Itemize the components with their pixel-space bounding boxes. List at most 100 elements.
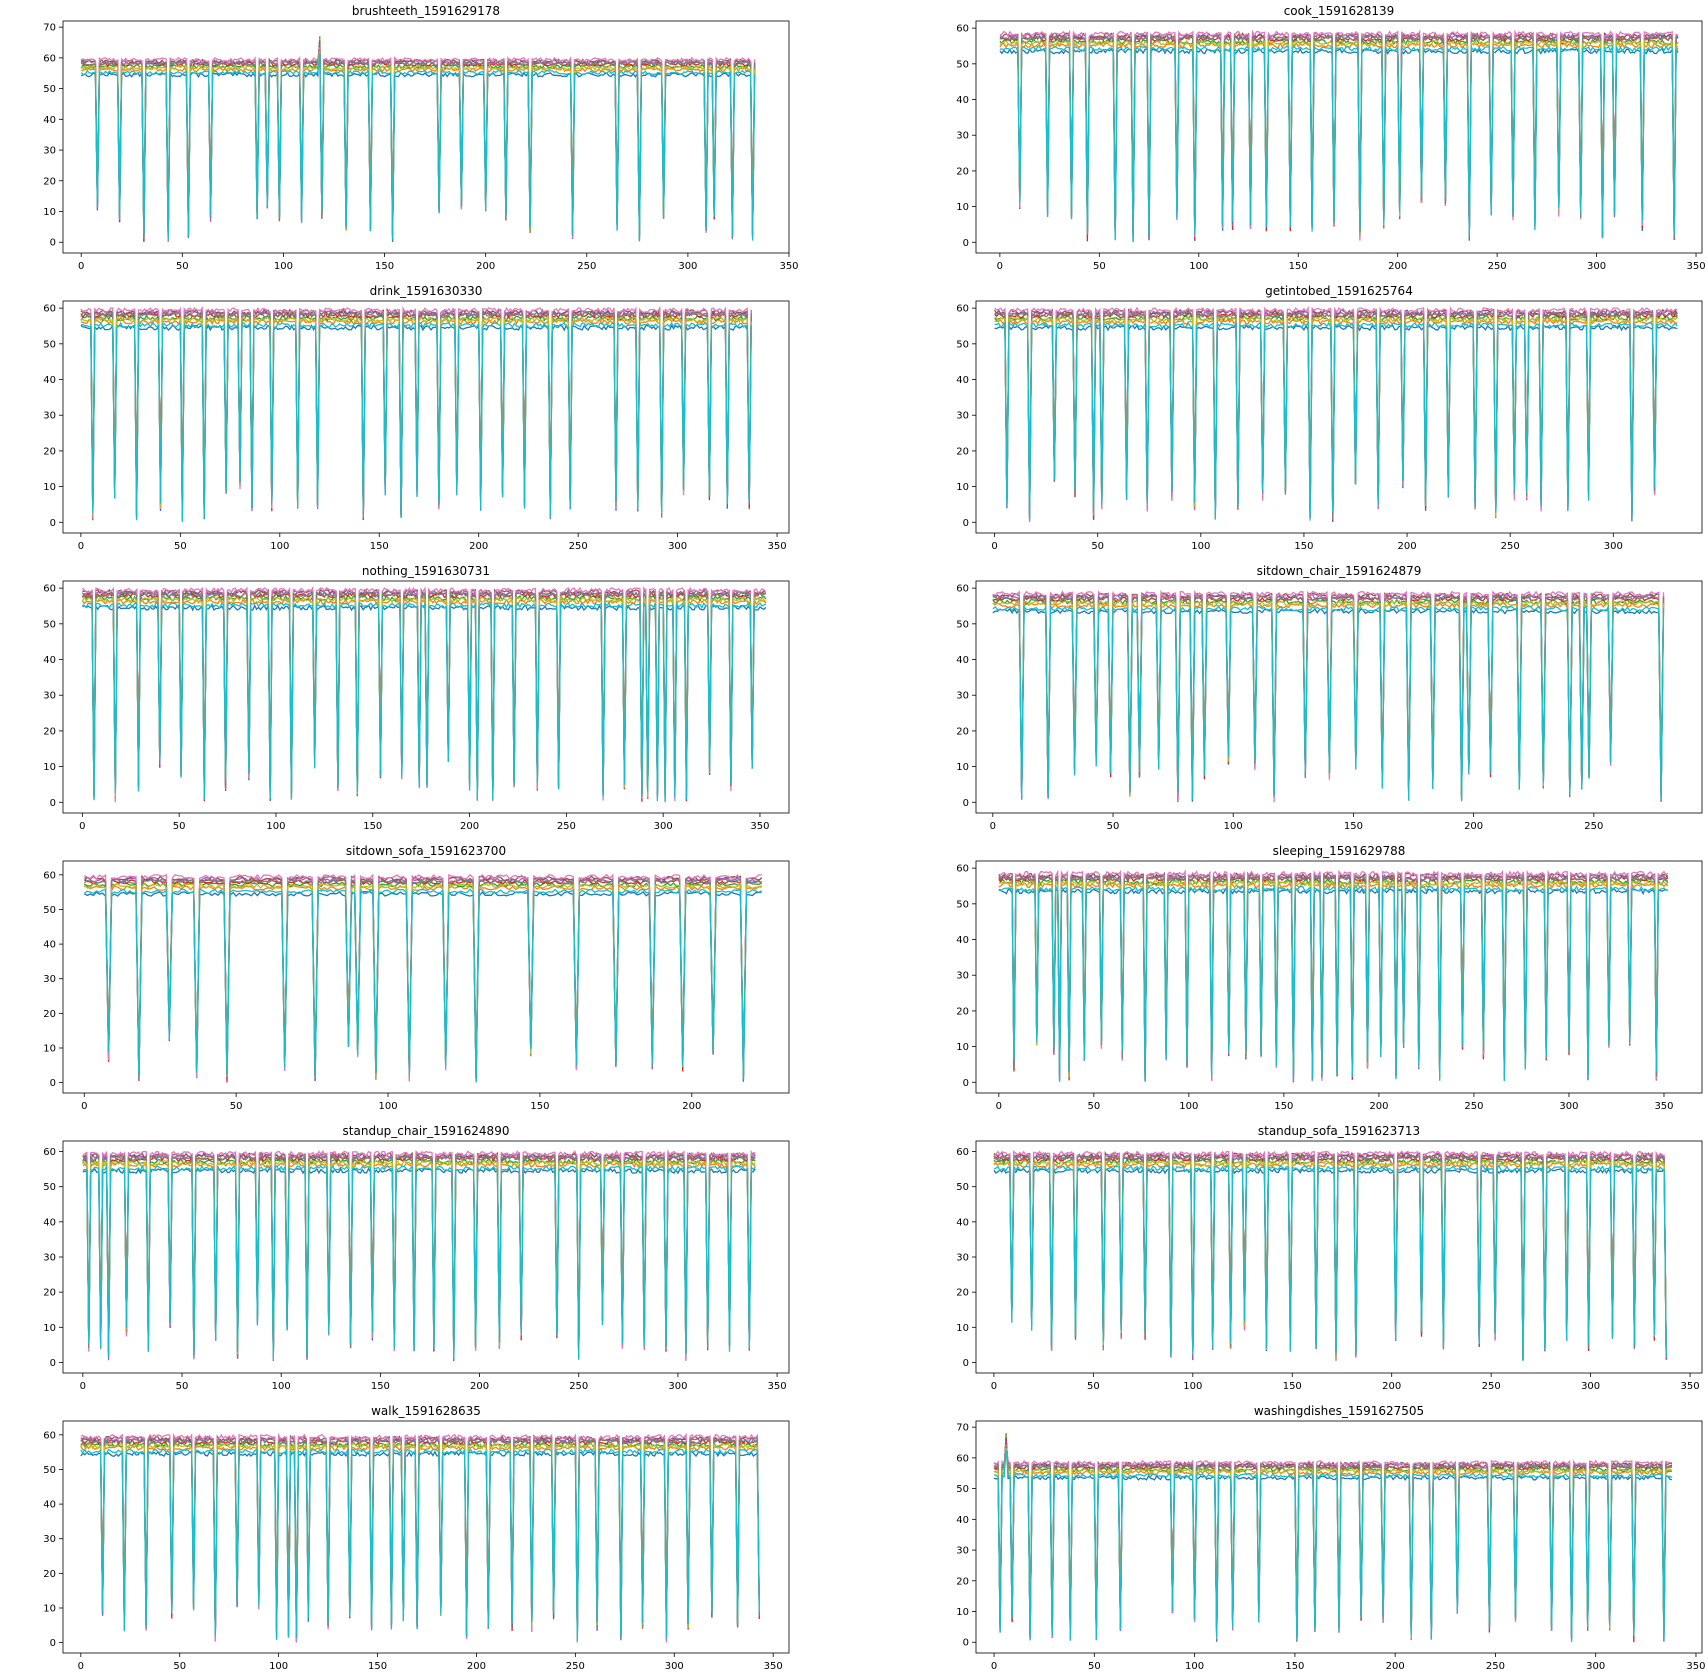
x-tick-label: 0 — [996, 1101, 1002, 1112]
y-tick-label: 20 — [956, 1576, 969, 1587]
x-tick-label: 150 — [1283, 1381, 1302, 1392]
series-line-3 — [999, 34, 1679, 242]
y-tick-label: 30 — [43, 1253, 56, 1264]
x-tick-label: 0 — [991, 1381, 997, 1392]
y-tick-label: 40 — [956, 95, 969, 106]
x-tick-label: 300 — [1586, 1661, 1605, 1672]
axes-frame — [975, 1140, 1703, 1374]
series-line-9 — [80, 1447, 760, 1641]
axes-frame — [975, 20, 1703, 254]
x-tick-label: 150 — [1274, 1101, 1293, 1112]
x-tick-label: 150 — [1285, 1661, 1304, 1672]
y-tick-label: 10 — [956, 762, 969, 773]
axes-frame — [62, 860, 790, 1094]
y-tick-label: 20 — [956, 726, 969, 737]
series-line-0 — [994, 323, 1678, 522]
y-tick-label: 60 — [956, 24, 969, 35]
x-tick-label: 200 — [460, 821, 479, 832]
chart-title: sitdown_chair_1591624879 — [1257, 564, 1422, 578]
subplot-cook_1591628139: cook_1591628139 0 50 100 150 200 250 300 350 0 10 2… — [916, 0, 1708, 280]
x-tick-label: 0 — [78, 541, 84, 552]
x-tick-label: 150 — [371, 1381, 390, 1392]
series-line-0 — [999, 46, 1679, 242]
subplot-standup_sofa_1591623713: standup_sofa_1591623713 0 50 100 150 200 250 30… — [916, 1120, 1708, 1400]
y-tick-label: 50 — [43, 1465, 56, 1476]
x-tick-label: 150 — [368, 1661, 387, 1672]
x-tick-label: 250 — [569, 541, 588, 552]
x-tick-label: 200 — [476, 261, 495, 272]
y-tick-label: 50 — [956, 619, 969, 630]
chart-title: standup_chair_1591624890 — [343, 1124, 510, 1138]
series-group — [82, 1149, 756, 1362]
chart-title: sitdown_sofa_1591623700 — [346, 844, 506, 858]
y-tick-label: 60 — [43, 584, 56, 595]
chart-title: cook_1591628139 — [1284, 4, 1395, 18]
series-line-6 — [80, 1432, 760, 1643]
y-tick-label: 30 — [956, 131, 969, 142]
x-tick-label: 350 — [750, 821, 769, 832]
chart-svg: walk_1591628635 0 50 100 150 200 250 300 350 0 10 2… — [43, 1404, 790, 1672]
x-tick-label: 50 — [1107, 821, 1120, 832]
y-tick-label: 40 — [43, 375, 56, 386]
series-line-8 — [80, 51, 756, 237]
series-line-5 — [994, 307, 1678, 518]
x-tick-label: 350 — [779, 261, 798, 272]
y-tick-label: 10 — [43, 207, 56, 218]
series-line-9 — [994, 320, 1678, 520]
series-line-8 — [80, 1441, 760, 1637]
y-tick-label: 60 — [956, 304, 969, 315]
subplot-nothing_1591630731: nothing_1591630731 0 50 100 150 200 250 300 350 0… — [3, 560, 804, 840]
chart-title: getintobed_1591625764 — [1265, 284, 1413, 298]
x-tick-label: 300 — [654, 821, 673, 832]
y-tick-label: 20 — [956, 1288, 969, 1299]
x-tick-label: 250 — [1482, 1381, 1501, 1392]
series-line-6 — [993, 1150, 1667, 1362]
y-tick-label: 0 — [963, 1638, 969, 1649]
series-line-9 — [998, 884, 1668, 1082]
y-tick-label: 40 — [43, 655, 56, 666]
x-tick-label: 0 — [990, 821, 996, 832]
y-tick-label: 20 — [956, 166, 969, 177]
series-line-0 — [993, 1433, 1673, 1642]
x-tick-label: 300 — [668, 1381, 687, 1392]
y-tick-label: 10 — [956, 482, 969, 493]
x-tick-label: 0 — [79, 821, 85, 832]
series-line-2 — [994, 313, 1678, 517]
series-line-3 — [80, 1438, 760, 1642]
axes-frame — [975, 300, 1703, 534]
series-group — [80, 36, 756, 242]
x-tick-label: 250 — [557, 821, 576, 832]
y-tick-label: 50 — [43, 1182, 56, 1193]
series-line-5 — [83, 874, 763, 1078]
y-tick-label: 30 — [43, 691, 56, 702]
subplot-sitdown_chair_1591624879: sitdown_chair_1591624879 0 50 100 150 200 250 0… — [916, 560, 1708, 840]
x-tick-label: 50 — [1091, 541, 1104, 552]
y-tick-label: 20 — [43, 726, 56, 737]
x-tick-label: 100 — [378, 1101, 397, 1112]
y-tick-label: 40 — [43, 1217, 56, 1228]
y-tick-label: 0 — [963, 1078, 969, 1089]
series-line-9 — [83, 888, 762, 1083]
y-tick-label: 20 — [956, 1006, 969, 1017]
x-tick-label: 50 — [173, 821, 186, 832]
series-line-1 — [80, 1443, 760, 1640]
axes-frame — [62, 580, 790, 814]
y-tick-label: 50 — [43, 84, 56, 95]
x-tick-label: 100 — [1183, 1381, 1202, 1392]
x-tick-label: 350 — [1686, 261, 1705, 272]
y-tick-label: 60 — [43, 1430, 56, 1441]
y-tick-label: 10 — [956, 1607, 969, 1618]
y-tick-label: 50 — [956, 1182, 969, 1193]
series-line-1 — [994, 317, 1678, 519]
y-tick-label: 10 — [956, 1323, 969, 1334]
y-tick-label: 30 — [956, 1546, 969, 1557]
series-line-9 — [992, 604, 1665, 802]
chart-svg: cook_1591628139 0 50 100 150 200 250 300 350 0 10 2… — [956, 4, 1705, 272]
y-tick-label: 30 — [956, 1253, 969, 1264]
series-line-9 — [82, 1163, 756, 1360]
x-tick-label: 300 — [665, 1661, 684, 1672]
y-tick-label: 60 — [43, 304, 56, 315]
series-line-7 — [80, 1436, 760, 1641]
series-line-6 — [994, 305, 1678, 522]
